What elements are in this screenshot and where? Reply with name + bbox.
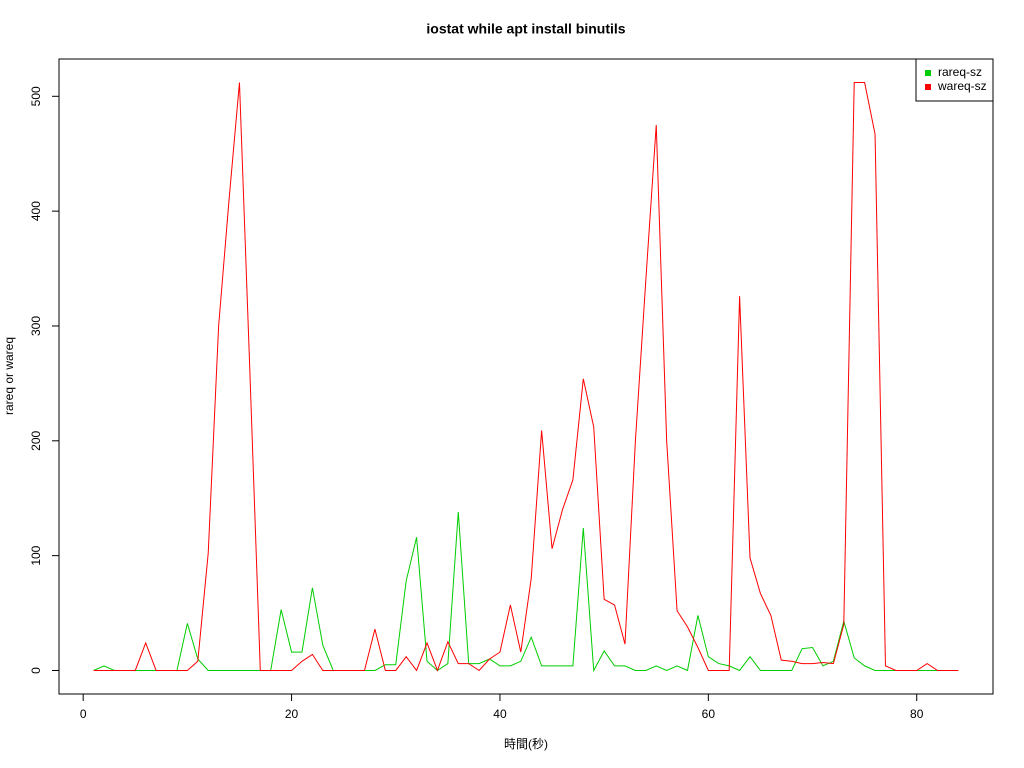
y-tick-label: 300 <box>29 316 43 336</box>
legend-box <box>915 58 994 102</box>
x-tick-label: 60 <box>702 707 716 721</box>
chart-title: iostat while apt install binutils <box>426 21 625 37</box>
plot-frame <box>58 58 994 695</box>
x-axis-label: 時間(秒) <box>504 737 548 751</box>
legend-swatch <box>925 70 931 76</box>
y-tick-label: 200 <box>29 430 43 450</box>
y-axis-label: rareq or wareq <box>2 337 16 415</box>
y-tick-label: 100 <box>29 545 43 565</box>
legend-label: wareq-sz <box>937 79 987 93</box>
y-tick-label: 0 <box>29 667 43 674</box>
x-tick-label: 20 <box>285 707 299 721</box>
x-tick-label: 0 <box>80 707 87 721</box>
legend-label: rareq-sz <box>938 65 982 79</box>
x-tick-label: 40 <box>493 707 507 721</box>
x-tick-label: 80 <box>910 707 924 721</box>
series-line <box>93 511 959 673</box>
y-tick-label: 500 <box>29 86 43 106</box>
y-tick-label: 400 <box>29 201 43 221</box>
series-line <box>93 82 959 672</box>
legend-swatch <box>925 84 931 90</box>
